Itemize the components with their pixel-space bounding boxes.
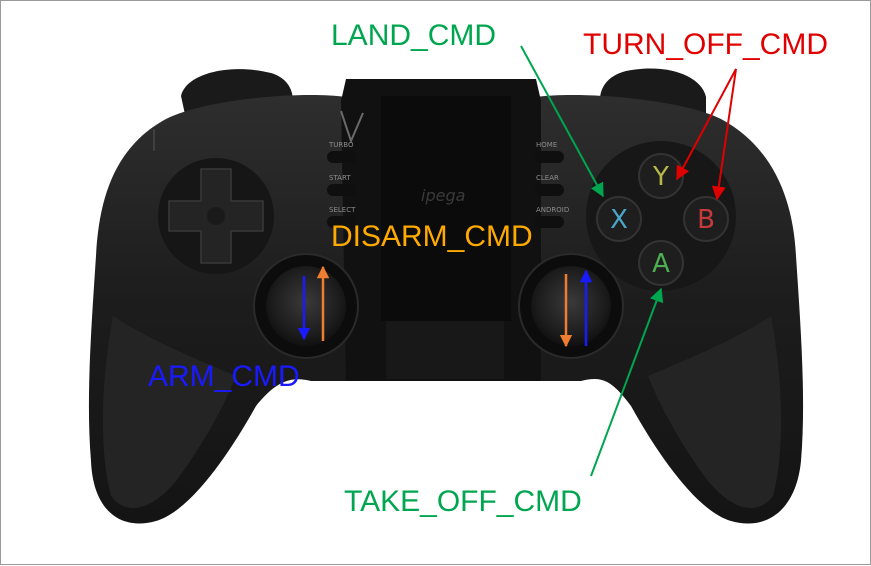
turn-off-arrow-y-icon [676, 68, 737, 181]
stick-arrows [297, 265, 593, 348]
disarm-cmd-label: DISARM_CMD [331, 220, 533, 253]
logo-mark [340, 110, 364, 144]
label-clear: CLEAR [536, 174, 559, 182]
label-select: SELECT [329, 206, 356, 214]
callout-arrows [520, 45, 737, 477]
land-cmd-label: LAND_CMD [331, 19, 496, 52]
label-android: ANDROID [536, 206, 569, 214]
svg-text:Y: Y [652, 162, 669, 192]
left-thumbstick-icon [253, 253, 359, 359]
command-labels: LAND_CMD TURN_OFF_CMD DISARM_CMD ARM_CMD… [148, 19, 828, 518]
take-off-cmd-label: TAKE_OFF_CMD [344, 485, 582, 518]
label-turbo: TURBO [328, 141, 354, 149]
grip-textures [102, 316, 782, 508]
take-off-arrow-icon [590, 287, 664, 477]
face-buttons: Y X B A [586, 141, 736, 291]
center-buttons: TURBO START SELECT HOME CLEAR ANDROID [327, 141, 569, 228]
button-y: Y [638, 153, 684, 199]
button-b: B [683, 196, 729, 242]
brand-logo: ipega [421, 186, 465, 205]
button-a: A [638, 240, 684, 286]
svg-text:B: B [697, 205, 715, 235]
arm-cmd-label: ARM_CMD [148, 360, 300, 393]
svg-text:A: A [652, 249, 670, 279]
label-home: HOME [536, 141, 557, 149]
turn-off-cmd-label: TURN_OFF_CMD [583, 28, 828, 61]
label-start: START [329, 174, 351, 182]
svg-text:X: X [610, 205, 628, 235]
turn-off-arrow-b-icon [711, 68, 737, 201]
land-arrow-icon [520, 45, 604, 198]
dpad-icon [158, 158, 274, 274]
button-x: X [596, 196, 642, 242]
phone-clip: ipega [340, 79, 541, 381]
right-thumbstick-icon [518, 253, 624, 359]
